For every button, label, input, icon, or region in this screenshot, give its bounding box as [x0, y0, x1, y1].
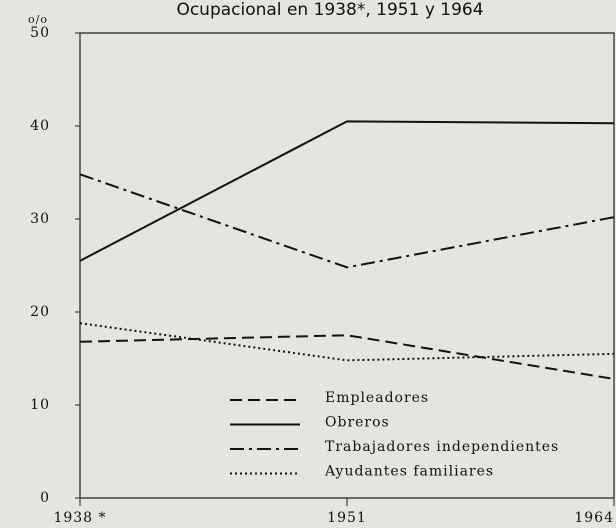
y-tick-label: 20	[30, 304, 50, 320]
line-series	[79, 173, 615, 269]
chart-title: Ocupacional en 1938*, 1951 y 1964	[176, 0, 483, 20]
legend-label: Trabajadores independientes	[325, 439, 559, 455]
line-series	[79, 120, 615, 262]
legend-label: Ayudantes familiares	[324, 464, 494, 480]
x-tick-label: 1938 *	[53, 510, 106, 526]
y-tick-label: 0	[40, 490, 50, 506]
y-tick-label: 40	[30, 118, 50, 134]
x-tick-label: 1964	[574, 510, 614, 526]
y-axis-label: o/o	[28, 13, 48, 26]
y-tick-label: 30	[30, 211, 50, 227]
x-tick-label: 1951	[327, 510, 367, 526]
legend-label: Empleadores	[325, 390, 429, 406]
y-tick-label: 50	[30, 25, 50, 41]
y-tick-label: 10	[30, 397, 50, 413]
plot-frame	[79, 32, 615, 498]
legend-label: Obreros	[325, 415, 390, 431]
